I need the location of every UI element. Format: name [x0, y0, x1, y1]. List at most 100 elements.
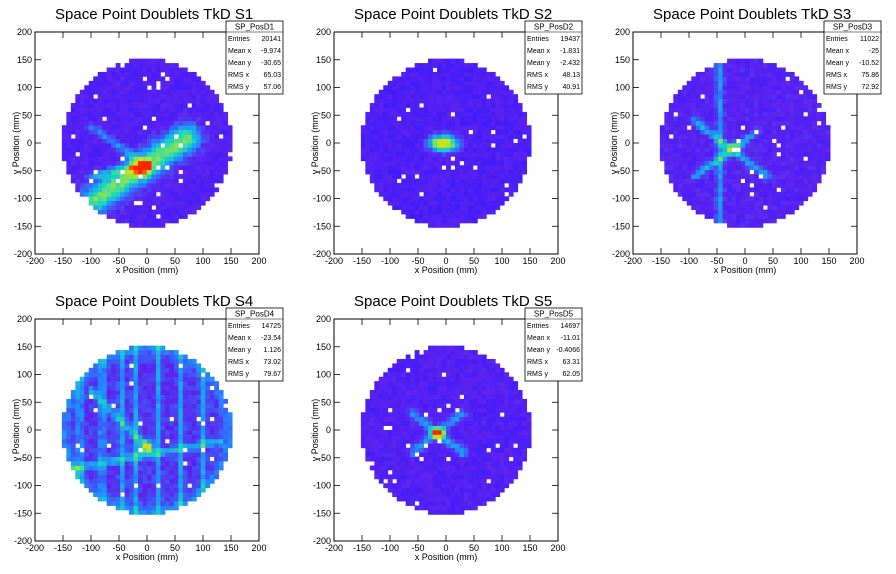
- heatmap-cell: [138, 465, 143, 471]
- y-tick-label: -100: [612, 194, 630, 204]
- heatmap-cell: [178, 71, 184, 77]
- heatmap-cell: [155, 187, 161, 193]
- heatmap-cell: [713, 67, 719, 73]
- heatmap-cell: [120, 218, 125, 224]
- heatmap-cell: [776, 147, 782, 153]
- heatmap-cell: [414, 98, 420, 104]
- heatmap-cell: [178, 465, 184, 471]
- heatmap-cell: [173, 191, 179, 197]
- heatmap-cell: [513, 151, 519, 157]
- heatmap-cell: [423, 191, 429, 197]
- heatmap-cell: [673, 143, 679, 148]
- heatmap-cell: [459, 125, 465, 131]
- heatmap-cell: [405, 67, 411, 73]
- heatmap-cell: [214, 403, 220, 409]
- heatmap-cell: [164, 381, 170, 386]
- heatmap-cell: [414, 138, 420, 144]
- heatmap-cell: [187, 452, 193, 458]
- heatmap-cell: [115, 372, 121, 378]
- heatmap-cell: [753, 134, 759, 139]
- heatmap-cell: [142, 496, 148, 502]
- heatmap-cell: [709, 80, 715, 86]
- heatmap-cell: [396, 89, 402, 95]
- heatmap-cell: [129, 416, 134, 422]
- heatmap-cell: [138, 103, 143, 108]
- heatmap-cell: [196, 85, 202, 91]
- heatmap-cell: [441, 71, 447, 77]
- heatmap-cell: [160, 363, 166, 369]
- heatmap-cell: [191, 134, 197, 139]
- heatmap-cell: [196, 465, 202, 471]
- heatmap-cell: [428, 151, 433, 157]
- heatmap-cell: [749, 89, 755, 95]
- heatmap-cell: [365, 438, 371, 444]
- heatmap-cell: [209, 138, 215, 144]
- heatmap-cell: [111, 165, 117, 171]
- heatmap-cell: [396, 156, 402, 162]
- heatmap-cell: [798, 134, 804, 139]
- heatmap-cell: [504, 147, 510, 153]
- heatmap-cell: [459, 209, 465, 215]
- heatmap-cell: [102, 438, 108, 444]
- heatmap-cell: [155, 452, 161, 458]
- heatmap-cell: [133, 385, 139, 391]
- heatmap-cell: [151, 129, 157, 135]
- heatmap-cell: [187, 151, 193, 157]
- heatmap-cell: [776, 214, 782, 219]
- heatmap-cell: [513, 103, 519, 108]
- heatmap-cell: [129, 394, 134, 400]
- heatmap-cell: [450, 147, 456, 153]
- heatmap-cell: [214, 443, 220, 449]
- heatmap-cell: [164, 125, 170, 131]
- heatmap-cell: [138, 143, 143, 148]
- heatmap-cell: [718, 98, 723, 104]
- heatmap-cell: [677, 134, 683, 139]
- heatmap-cell: [410, 107, 416, 113]
- heatmap-cell: [205, 151, 211, 157]
- heatmap-cell: [780, 205, 786, 210]
- heatmap-cell: [75, 425, 81, 431]
- heatmap-cell: [75, 98, 81, 104]
- heatmap-cell: [169, 412, 175, 418]
- heatmap-cell: [428, 76, 433, 82]
- heatmap-cell: [798, 103, 804, 108]
- heatmap-cell: [441, 129, 447, 135]
- heatmap-cell: [745, 178, 750, 184]
- x-tick-label: 100: [494, 256, 509, 266]
- heatmap-cell: [365, 443, 371, 449]
- x-tick-label: 0: [443, 256, 448, 266]
- heatmap-cell: [463, 151, 469, 157]
- heatmap-cell: [740, 200, 746, 206]
- heatmap-cell: [214, 416, 220, 422]
- heatmap-cell: [414, 209, 420, 215]
- heatmap-cell: [410, 138, 416, 144]
- heatmap-cell: [97, 94, 103, 99]
- heatmap-cell: [164, 80, 170, 86]
- heatmap-cell: [419, 169, 424, 175]
- heatmap-cell: [120, 103, 125, 108]
- heatmap-cell: [513, 178, 519, 184]
- heatmap-cell: [522, 156, 528, 162]
- heatmap-cell: [124, 218, 130, 224]
- heatmap-cell: [124, 376, 130, 382]
- heatmap-cell: [387, 111, 393, 117]
- heatmap-cell: [133, 478, 139, 484]
- heatmap-cell: [142, 487, 148, 493]
- heatmap-cell: [405, 182, 411, 188]
- heatmap-cell: [803, 169, 809, 175]
- heatmap-cell: [102, 407, 108, 413]
- heatmap-cell: [423, 138, 429, 144]
- heatmap-cell: [405, 205, 411, 210]
- heatmap-cell: [495, 196, 501, 202]
- heatmap-cell: [659, 129, 665, 135]
- heatmap-cell: [758, 129, 764, 135]
- heatmap-cell: [713, 196, 719, 202]
- heatmap-cell: [803, 178, 809, 184]
- heatmap-cell: [124, 156, 130, 162]
- heatmap-cell: [111, 447, 117, 453]
- heatmap-cell: [673, 134, 679, 139]
- heatmap-cell: [138, 120, 143, 126]
- heatmap-cell: [477, 111, 483, 117]
- heatmap-cell: [753, 111, 759, 117]
- heatmap-cell: [111, 187, 117, 193]
